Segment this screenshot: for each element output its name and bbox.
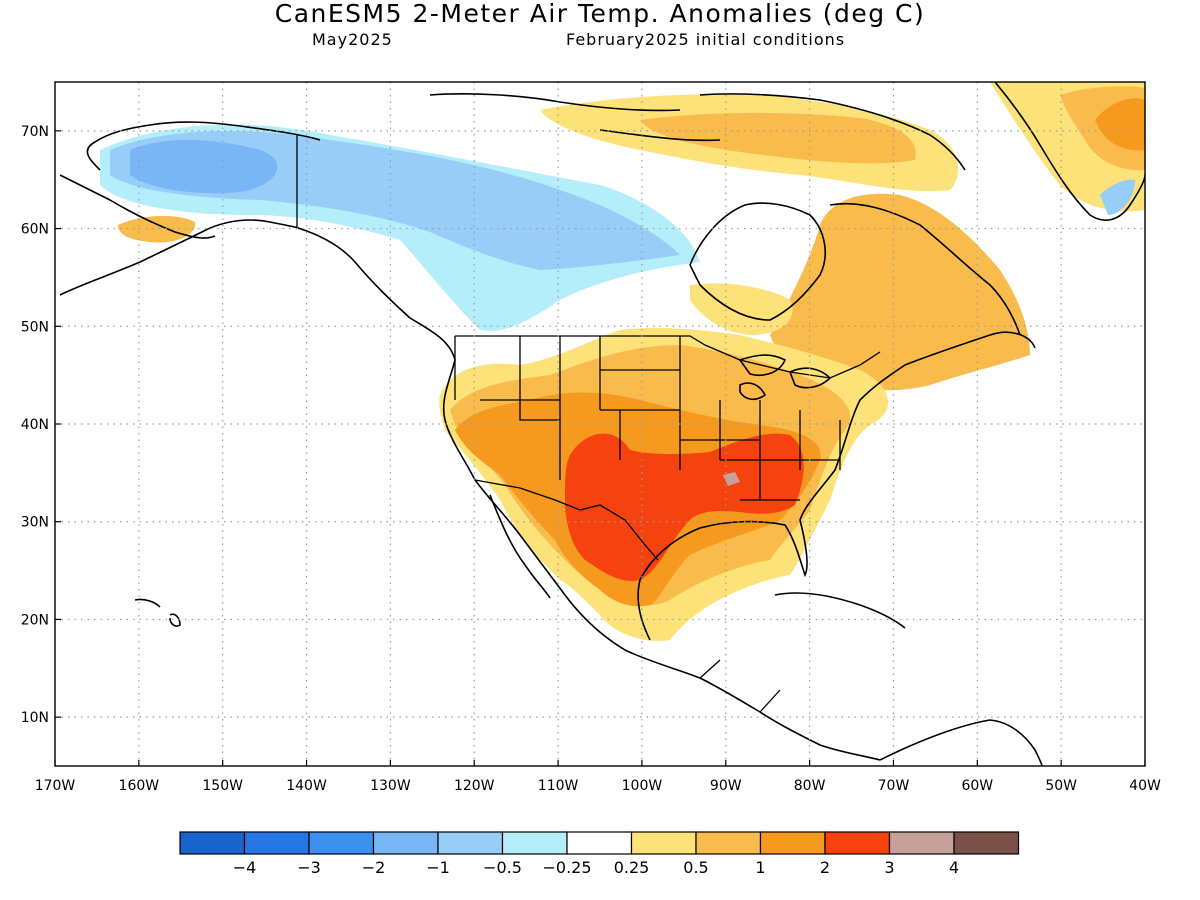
- lon-tick-label: 100W: [622, 778, 663, 794]
- hot-southern-us: [565, 433, 804, 581]
- lat-tick-label: 20N: [21, 612, 49, 628]
- political-borders: [296, 135, 881, 713]
- coast-hudson: [689, 202, 826, 321]
- legend-label: −3: [297, 858, 321, 877]
- legend-swatch: [824, 831, 891, 855]
- legend-label: 0.5: [683, 858, 708, 877]
- legend-label: 1: [755, 858, 765, 877]
- legend-swatch: [566, 831, 633, 855]
- lon-tick-label: 140W: [286, 778, 327, 794]
- anomaly-shading: [100, 82, 1145, 641]
- legend-swatch: [695, 831, 762, 855]
- map-title: CanESM5 2-Meter Air Temp. Anomalies (deg…: [274, 0, 926, 28]
- coast-south-america: [879, 719, 1043, 766]
- legend-swatch: [437, 831, 504, 855]
- lon-tick-label: 40W: [1129, 778, 1161, 794]
- lon-tick-label: 70W: [878, 778, 910, 794]
- central-america-borders: [699, 659, 781, 713]
- lon-tick-label: 130W: [370, 778, 411, 794]
- legend-swatch: [888, 831, 955, 855]
- legend-swatch: [308, 831, 375, 855]
- coast-hawaii: [134, 598, 181, 627]
- lat-tick-label: 50N: [21, 319, 49, 335]
- lat-tick-label: 40N: [21, 417, 49, 433]
- legend-swatch: [630, 831, 697, 855]
- legend-label: −0.5: [483, 858, 522, 877]
- coast-labrador: [829, 202, 1021, 336]
- initial-conditions-label: February2025 initial conditions: [566, 30, 846, 49]
- lon-tick-label: 60W: [961, 778, 993, 794]
- legend-label: −2: [362, 858, 386, 877]
- legend-label: −1: [426, 858, 450, 877]
- very-hot-spot: [723, 472, 740, 486]
- us-mexico-border: [474, 479, 659, 561]
- lon-tick-label: 160W: [119, 778, 160, 794]
- coastlines: [59, 82, 1145, 766]
- coast-alaska: [59, 121, 321, 296]
- legend-swatch: [179, 831, 246, 855]
- latitude-axis: 70N 60N 50N 40N 30N 20N 10N: [21, 124, 61, 726]
- legend-swatch: [953, 831, 1020, 855]
- warm-greenland-hot: [1095, 98, 1145, 151]
- cool-region-core: [130, 139, 278, 194]
- cool-greenland-tip: [1100, 179, 1135, 215]
- legend-swatch: [501, 831, 568, 855]
- warm-aleutian: [118, 215, 196, 243]
- coast-arctic: [429, 93, 966, 171]
- legend-swatch: [243, 831, 310, 855]
- legend-label: 2: [820, 858, 830, 877]
- lon-tick-label: 120W: [454, 778, 495, 794]
- legend-label: 3: [884, 858, 894, 877]
- warm-arctic-core: [640, 112, 916, 164]
- coast-gulf: [637, 331, 1036, 641]
- valid-month-label: May2025: [312, 30, 393, 49]
- legend-swatch: [372, 831, 439, 855]
- lon-tick-label: 150W: [202, 778, 243, 794]
- lon-tick-label: 50W: [1045, 778, 1077, 794]
- us-canada-border: [455, 335, 881, 379]
- lat-tick-label: 10N: [21, 710, 49, 726]
- coast-baja: [489, 494, 551, 599]
- state-lines: [454, 336, 841, 501]
- legend-label: 4: [949, 858, 959, 877]
- coast-west: [297, 227, 881, 761]
- legend-label: 0.25: [614, 858, 650, 877]
- color-legend: −4 −3 −2 −1 −0.5 −0.25 0.25 0.5 1 2 3 4: [179, 831, 1020, 877]
- warm-hudson-edge: [690, 283, 793, 335]
- legend-label: −0.25: [542, 858, 591, 877]
- lon-tick-label: 110W: [538, 778, 579, 794]
- lat-tick-label: 70N: [21, 124, 49, 140]
- lon-tick-label: 90W: [710, 778, 742, 794]
- longitude-axis: 170W 160W 150W 140W 130W 120W 110W 100W 90W 80W 70…: [35, 760, 1161, 794]
- legend-label: −4: [233, 858, 257, 877]
- legend-swatch: [759, 831, 826, 855]
- lat-tick-label: 60N: [21, 222, 49, 238]
- coast-cuba: [774, 592, 906, 629]
- warm-east-canada: [770, 193, 1030, 391]
- coast-greenland: [994, 82, 1145, 221]
- lat-tick-label: 30N: [21, 515, 49, 531]
- lon-tick-label: 80W: [794, 778, 826, 794]
- lon-tick-label: 170W: [35, 778, 76, 794]
